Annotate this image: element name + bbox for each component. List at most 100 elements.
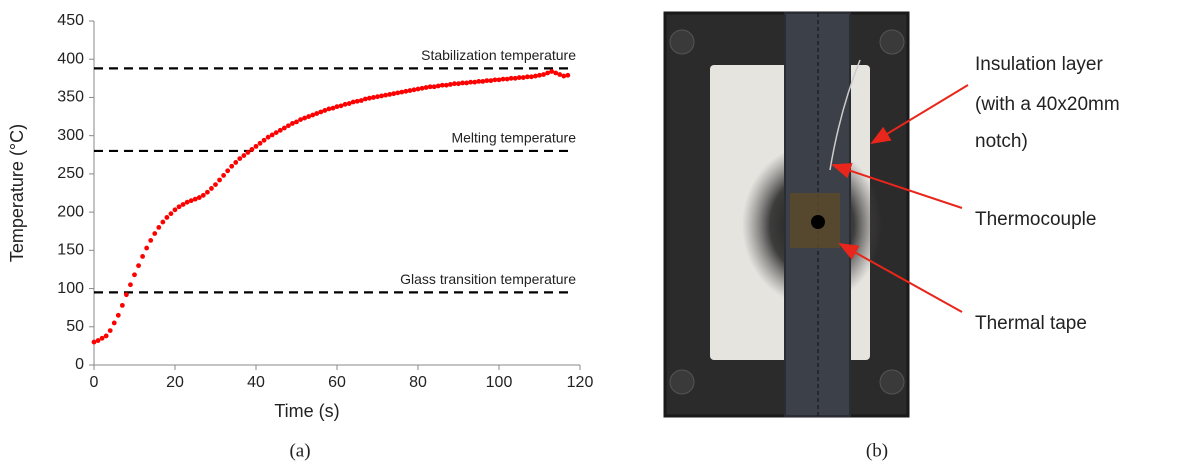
data-point — [371, 95, 376, 100]
data-point — [302, 115, 307, 121]
data-point — [512, 75, 518, 81]
y-tick-label: 0 — [75, 356, 84, 373]
data-point — [448, 82, 453, 87]
data-point — [480, 78, 486, 84]
x-tick-label: 80 — [409, 374, 427, 391]
data-point — [257, 140, 263, 146]
data-point — [537, 72, 542, 78]
data-point — [180, 202, 186, 207]
x-tick-label: 40 — [247, 374, 265, 391]
reference-label: Glass transition temperature — [400, 271, 576, 287]
data-point — [233, 160, 239, 165]
data-point — [253, 143, 259, 149]
data-point — [476, 78, 482, 84]
photo-label: (with a 40x20mm — [975, 94, 1120, 115]
data-point — [334, 104, 340, 110]
data-point — [456, 81, 461, 87]
data-point — [298, 117, 303, 123]
x-axis-title: Time (s) — [274, 401, 339, 421]
data-point — [115, 312, 121, 318]
caption: (a) — [289, 440, 310, 461]
data-point — [318, 109, 324, 115]
data-point — [524, 74, 530, 80]
data-point — [213, 182, 218, 187]
data-point — [452, 81, 457, 87]
data-point — [273, 130, 279, 136]
x-tick-label: 20 — [166, 374, 184, 391]
y-tick-label: 450 — [57, 12, 84, 29]
data-point — [326, 106, 332, 112]
data-point — [403, 88, 409, 94]
data-point — [358, 98, 364, 103]
y-tick-label: 350 — [57, 89, 84, 106]
data-point — [200, 192, 206, 198]
data-point — [516, 75, 522, 80]
data-point — [192, 196, 198, 202]
data-point — [557, 72, 563, 77]
y-tick-label: 50 — [66, 318, 84, 335]
data-point — [176, 204, 182, 210]
data-point — [549, 69, 555, 74]
photo-label: Insulation layer — [975, 54, 1103, 75]
data-point — [468, 79, 474, 85]
y-tick-label: 150 — [57, 242, 84, 259]
data-point — [290, 121, 295, 126]
x-tick-label: 100 — [486, 374, 513, 391]
data-point — [533, 73, 538, 79]
data-point — [156, 225, 162, 230]
data-point — [91, 339, 97, 345]
data-point — [225, 168, 231, 174]
data-point — [140, 254, 146, 259]
data-point — [338, 103, 344, 109]
data-point — [144, 245, 150, 251]
data-point — [415, 86, 421, 92]
data-point — [520, 75, 526, 80]
reference-label: Melting temperature — [451, 130, 576, 146]
data-point — [342, 101, 348, 107]
data-point — [168, 211, 174, 217]
y-tick-label: 250 — [57, 165, 84, 182]
data-point — [553, 70, 559, 76]
data-point — [391, 91, 397, 97]
data-point — [237, 156, 243, 162]
data-point — [431, 84, 437, 90]
data-point — [439, 82, 445, 88]
data-point — [346, 101, 352, 106]
x-tick-label: 0 — [90, 374, 99, 391]
data-point — [241, 153, 247, 158]
data-point — [269, 132, 275, 138]
data-point — [362, 96, 368, 102]
photo-label: Thermal tape — [975, 313, 1087, 334]
data-point — [561, 73, 567, 79]
data-point — [136, 263, 141, 269]
data-point — [443, 82, 449, 88]
data-point — [375, 94, 380, 100]
y-tick-label: 300 — [57, 127, 84, 144]
y-tick-label: 100 — [57, 280, 84, 297]
data-point — [492, 77, 498, 83]
data-point — [541, 72, 546, 77]
data-point — [484, 78, 490, 84]
data-point — [314, 111, 320, 116]
photo — [663, 11, 969, 418]
data-point — [160, 219, 166, 225]
data-point — [504, 76, 510, 82]
caption: (b) — [866, 440, 888, 461]
data-point — [464, 80, 469, 86]
data-point — [132, 272, 137, 278]
data-point — [152, 231, 158, 236]
data-point — [565, 72, 571, 78]
data-point — [261, 137, 267, 143]
data-point — [419, 85, 425, 91]
data-point — [95, 338, 101, 343]
data-point — [245, 150, 251, 155]
data-point — [111, 320, 117, 326]
data-point — [119, 302, 125, 308]
y-axis-title: Temperature (°C) — [7, 124, 27, 262]
data-point — [164, 215, 170, 220]
data-point — [128, 282, 133, 288]
data-point — [103, 333, 109, 339]
data-point — [124, 292, 129, 298]
data-point — [435, 83, 441, 89]
